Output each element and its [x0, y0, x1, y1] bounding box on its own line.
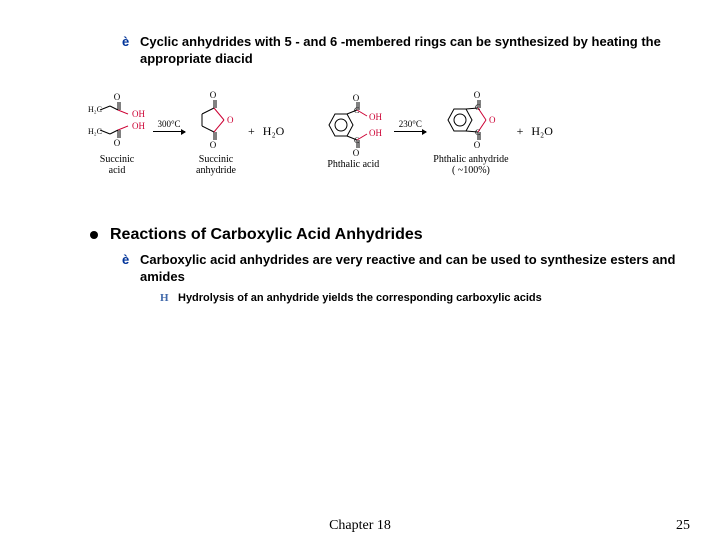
arrow-icon: è: [122, 34, 129, 51]
reaction1-condition: 300°C: [153, 119, 185, 129]
reaction1-arrow: 300°C: [153, 131, 185, 132]
bullet1-text: Cyclic anhydrides with 5 - and 6 -member…: [140, 34, 661, 66]
anhydrides-reactive-bullet: è Carboxylic acid anhydrides are very re…: [122, 252, 690, 286]
svg-text:O: O: [353, 148, 360, 157]
svg-text:OH: OH: [369, 128, 382, 138]
svg-text:O: O: [474, 140, 481, 150]
subsub-text: Hydrolysis of an anhydride yields the co…: [178, 292, 542, 304]
succinic-reaction: O O OH OH H₂C H₂C Succinicacid 300°C: [88, 88, 284, 176]
water-1: H₂O: [263, 124, 285, 139]
svg-text:OH: OH: [132, 121, 145, 131]
svg-text:H₂C: H₂C: [88, 127, 102, 136]
svg-text:O: O: [114, 138, 121, 148]
svg-text:O: O: [474, 90, 481, 100]
plus-sign-1: +: [248, 124, 255, 139]
svg-text:C: C: [475, 103, 480, 112]
plus-sign-2: +: [517, 124, 524, 139]
svg-text:OH: OH: [369, 112, 382, 122]
reaction-diagrams: O O OH OH H₂C H₂C Succinicacid 300°C: [88, 88, 690, 176]
succinic-acid-label: Succinicacid: [100, 154, 134, 176]
arrow-icon-2: è: [122, 252, 129, 269]
svg-text:C: C: [354, 136, 359, 145]
svg-text:O: O: [489, 115, 496, 125]
bullet-dot-icon: [90, 231, 98, 239]
cyclic-anhydride-bullet: è Cyclic anhydrides with 5 - and 6 -memb…: [122, 34, 690, 68]
phthalic-anhydride-label: Phthalic anhydride( ~100%): [433, 154, 508, 176]
succinic-anhydride: O O O Succinicanhydride: [192, 88, 240, 176]
svg-text:C: C: [475, 128, 480, 137]
svg-text:O: O: [210, 140, 217, 150]
phthalic-acid-label: Phthalic acid: [327, 159, 379, 170]
svg-text:C: C: [354, 106, 359, 115]
phthalic-acid: O O OH OH C C Phthalic acid: [319, 93, 387, 170]
svg-text:O: O: [227, 115, 234, 125]
reaction2-arrow: 230°C: [394, 131, 426, 132]
bullet2-text: Carboxylic acid anhydrides are very reac…: [140, 252, 675, 284]
succinic-acid: O O OH OH H₂C H₂C Succinicacid: [88, 88, 146, 176]
subsub-marker: H: [160, 292, 169, 304]
phthalic-anhydride: O O O C C Phthalic anhydride( ~100%): [433, 88, 508, 176]
page-number: 25: [676, 518, 690, 534]
water-2: H₂O: [531, 124, 553, 139]
main-bullet-text: Reactions of Carboxylic Acid Anhydrides: [110, 226, 423, 243]
svg-text:O: O: [114, 92, 121, 102]
svg-text:O: O: [210, 90, 217, 100]
chapter-label: Chapter 18: [329, 518, 391, 534]
reactions-heading: Reactions of Carboxylic Acid Anhydrides: [90, 226, 690, 244]
reaction2-condition: 230°C: [394, 119, 426, 129]
svg-text:H₂C: H₂C: [88, 105, 102, 114]
svg-text:O: O: [353, 93, 360, 103]
svg-text:OH: OH: [132, 109, 145, 119]
phthalic-reaction: O O OH OH C C Phthalic acid 230°C: [319, 88, 553, 176]
hydrolysis-bullet: H Hydrolysis of an anhydride yields the …: [160, 292, 690, 304]
succinic-anhydride-label: Succinicanhydride: [196, 154, 236, 176]
